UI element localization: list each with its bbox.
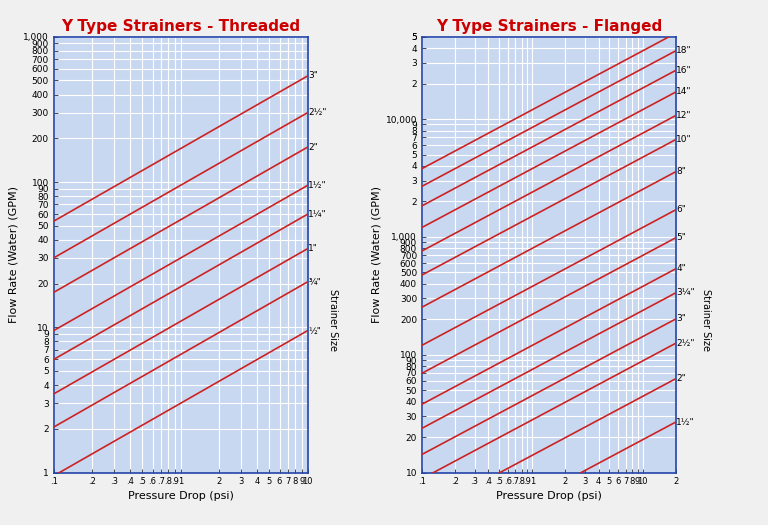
Text: 10": 10" <box>677 135 692 144</box>
Text: 2": 2" <box>308 143 318 152</box>
Text: 4": 4" <box>677 264 686 273</box>
Text: Strainer Size: Strainer Size <box>328 289 338 351</box>
Text: 1¼": 1¼" <box>308 209 327 218</box>
Text: 18": 18" <box>677 46 692 55</box>
Text: 3": 3" <box>677 314 686 323</box>
Text: 5": 5" <box>677 233 686 242</box>
Y-axis label: Flow Rate (Water) (GPM): Flow Rate (Water) (GPM) <box>372 186 382 323</box>
Text: ¾": ¾" <box>308 277 321 286</box>
X-axis label: Pressure Drop (psi): Pressure Drop (psi) <box>127 490 233 500</box>
Text: 14": 14" <box>677 88 692 97</box>
X-axis label: Pressure Drop (psi): Pressure Drop (psi) <box>496 490 602 500</box>
Text: 3¼": 3¼" <box>677 288 695 297</box>
Text: 2½": 2½" <box>677 339 695 348</box>
Text: 12": 12" <box>677 111 692 120</box>
Text: 16": 16" <box>677 66 692 75</box>
Text: 2½": 2½" <box>308 108 326 117</box>
Text: 2": 2" <box>677 374 686 383</box>
Y-axis label: Flow Rate (Water) (GPM): Flow Rate (Water) (GPM) <box>9 186 19 323</box>
Text: 6": 6" <box>677 205 686 214</box>
Title: Y Type Strainers - Threaded: Y Type Strainers - Threaded <box>61 19 300 34</box>
Text: 1": 1" <box>308 244 318 253</box>
Text: 3": 3" <box>308 71 318 80</box>
Text: Strainer Size: Strainer Size <box>701 289 711 351</box>
Text: 8": 8" <box>677 167 686 176</box>
Text: ½": ½" <box>308 326 321 335</box>
Text: 1½": 1½" <box>308 181 327 190</box>
Title: Y Type Strainers - Flanged: Y Type Strainers - Flanged <box>435 19 662 34</box>
Text: 1½": 1½" <box>677 417 695 426</box>
